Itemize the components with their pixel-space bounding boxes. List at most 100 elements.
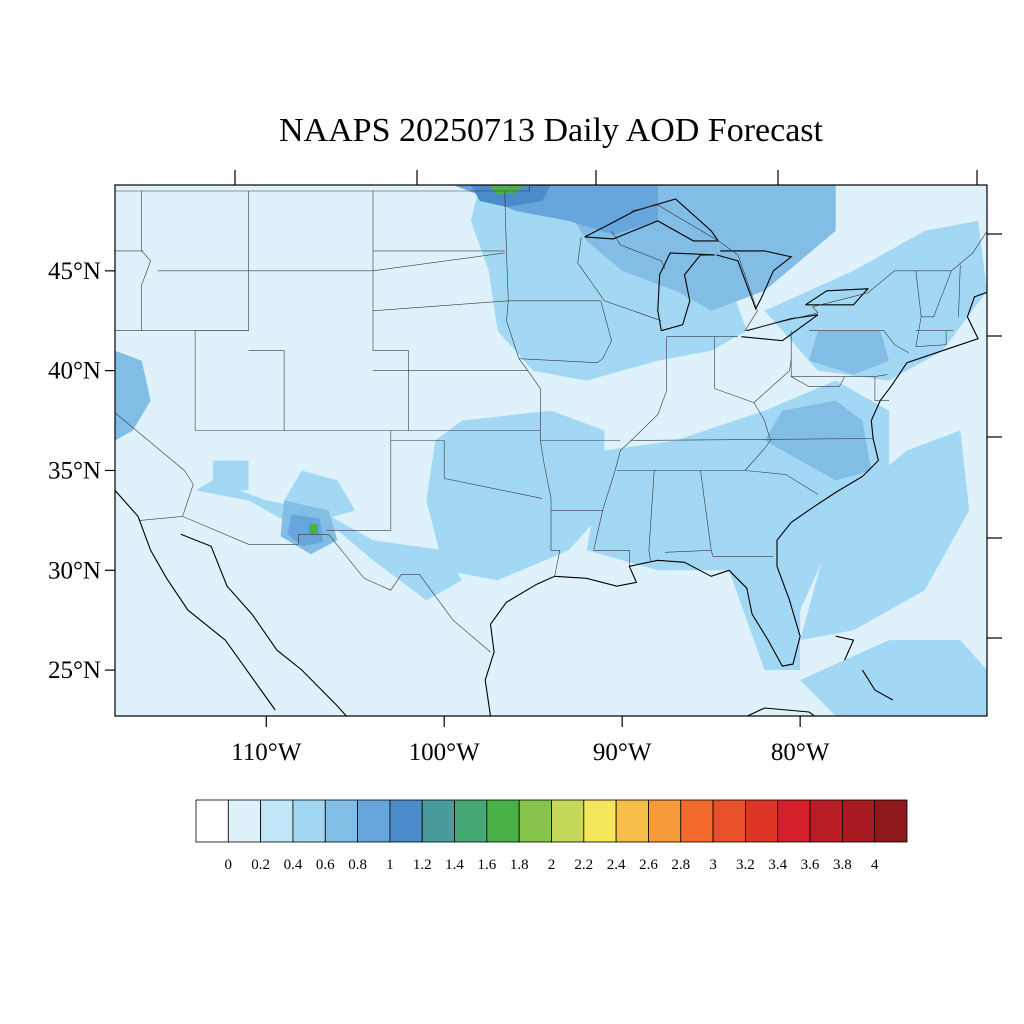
coastline xyxy=(180,533,347,716)
coastline xyxy=(835,635,855,661)
colorbar-box xyxy=(421,799,455,843)
colorbar-box xyxy=(680,799,714,843)
colorbar-label: 3.2 xyxy=(736,857,755,873)
colorbar-box xyxy=(227,799,262,843)
map-title: NAAPS 20250713 Daily AOD Forecast xyxy=(279,112,824,149)
colorbar-label: 1 xyxy=(386,857,394,873)
state-border xyxy=(157,252,505,272)
state-border xyxy=(631,204,987,332)
colorbar-box xyxy=(518,799,552,843)
aod-region xyxy=(115,350,151,441)
colorbar-label: 1.2 xyxy=(413,857,432,873)
colorbar-label: 0.4 xyxy=(284,857,303,873)
lon-tick-label: 90°W xyxy=(593,739,652,766)
colorbar-label: 1.6 xyxy=(478,857,497,873)
colorbar-label: 0 xyxy=(225,857,233,873)
state-border xyxy=(700,470,819,495)
state-border xyxy=(284,191,409,431)
aod-region xyxy=(287,514,324,547)
colorbar-label: 3.8 xyxy=(833,857,852,873)
colorbar-box xyxy=(745,799,779,843)
colorbar-label: 4 xyxy=(871,857,879,873)
lat-tick-label: 30°N xyxy=(48,557,101,584)
colorbar-box xyxy=(712,799,746,843)
colorbar-box xyxy=(551,799,585,843)
aod-region xyxy=(488,185,525,195)
map-ticks xyxy=(105,170,1002,727)
colorbar-box xyxy=(389,799,423,843)
state-border xyxy=(593,336,667,567)
state-border xyxy=(390,430,543,499)
state-border xyxy=(714,388,771,439)
colorbar-labels: 0 0.2 0.4 0.6 0.8 1 1.2 1.4 1.6 1.8 2 2.2 2.4 2.6 2.8 3… xyxy=(225,857,879,873)
lat-tick-label: 40°N xyxy=(48,358,101,385)
colorbar-label: 3.4 xyxy=(768,857,787,873)
aod-region xyxy=(470,185,551,207)
colorbar-box xyxy=(486,799,520,843)
state-border xyxy=(664,549,774,557)
coastline xyxy=(115,489,276,711)
state-border xyxy=(874,376,890,401)
coastline xyxy=(805,288,870,306)
lat-tick-label: 35°N xyxy=(48,457,101,484)
lon-tick-label: 80°W xyxy=(771,739,830,766)
state-border xyxy=(611,230,666,269)
colorbar-box xyxy=(809,799,843,843)
colorbar-label: 0.6 xyxy=(316,857,335,873)
colorbar-box xyxy=(583,799,617,843)
aod-region xyxy=(212,460,249,491)
lon-tick-label: 100°W xyxy=(409,739,480,766)
coastline xyxy=(584,198,720,242)
colorbar-label: 1.8 xyxy=(510,857,529,873)
state-border xyxy=(115,185,530,192)
aod-field xyxy=(115,185,987,716)
colorbar xyxy=(195,799,908,843)
colorbar-label: 0.8 xyxy=(348,857,367,873)
state-border xyxy=(372,300,509,312)
state-border xyxy=(139,516,491,653)
aod-region xyxy=(809,330,890,375)
state-border xyxy=(326,440,392,531)
coastline xyxy=(861,669,893,701)
state-border xyxy=(648,470,656,551)
colorbar-label: 0.2 xyxy=(251,857,270,873)
state-border xyxy=(518,300,612,364)
aod-region xyxy=(800,640,987,716)
coastline xyxy=(484,291,987,716)
state-border xyxy=(631,438,874,441)
state-border xyxy=(115,250,144,252)
lat-tick-label: 25°N xyxy=(48,657,101,684)
colorbar-box xyxy=(195,799,229,843)
colorbar-box xyxy=(454,799,488,843)
longitude-labels: 110°W 100°W 90°W 80°W xyxy=(231,739,830,766)
state-border xyxy=(790,330,888,377)
state-border xyxy=(648,550,651,563)
colorbar-label: 2.2 xyxy=(574,857,593,873)
latitude-labels: 45°N 40°N 35°N 30°N 25°N xyxy=(48,258,101,684)
colorbar-box xyxy=(648,799,682,843)
colorbar-box xyxy=(292,799,326,843)
colorbar-label: 2.8 xyxy=(671,857,690,873)
map-area xyxy=(115,185,987,716)
aod-region xyxy=(195,480,462,601)
coastline xyxy=(716,250,793,311)
state-border xyxy=(791,376,845,387)
state-border xyxy=(141,191,151,331)
colorbar-box xyxy=(841,799,876,843)
colorbar-label: 3.6 xyxy=(801,857,820,873)
colorbar-box xyxy=(615,799,649,843)
aod-region xyxy=(764,400,872,481)
state-border xyxy=(744,438,772,471)
colorbar-label: 1.4 xyxy=(445,857,464,873)
state-borders xyxy=(115,185,987,653)
lat-tick-label: 45°N xyxy=(48,258,101,285)
aod-region xyxy=(309,524,318,535)
colorbar-label: 2.6 xyxy=(639,857,658,873)
colorbar-box xyxy=(324,799,358,843)
aod-region xyxy=(470,185,747,381)
colorbar-box xyxy=(874,799,908,843)
state-border xyxy=(753,358,792,403)
colorbar-label: 3 xyxy=(709,857,717,873)
state-border xyxy=(921,270,952,318)
